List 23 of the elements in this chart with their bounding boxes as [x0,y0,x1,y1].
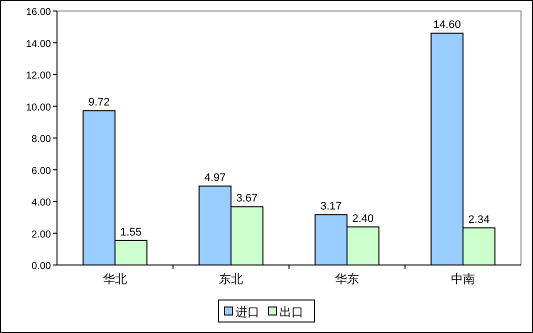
y-tick-label: 8.00 [32,134,52,145]
y-tick-label: 16.00 [26,7,52,18]
y-tick-label: 4.00 [32,198,52,208]
y-tick-label: 12.00 [26,70,52,82]
y-tick-label: 0.00 [32,261,52,272]
data-label: 9.72 [88,96,110,109]
data-label: 1.55 [120,226,142,238]
x-tick-label: 中南 [451,272,475,286]
legend-label: 进口 [236,305,260,319]
legend-label: 出口 [280,305,304,319]
data-label: 4.97 [204,172,226,184]
x-tick-label: 华北 [103,272,127,286]
x-tick-label: 华东 [335,272,359,286]
data-label: 14.60 [433,19,461,32]
y-tick-label: 10.00 [26,102,52,114]
x-tick-label: 东北 [219,272,243,286]
y-tick-label: 6.00 [32,166,52,177]
data-label: 3.67 [236,192,258,205]
data-label: 3.17 [320,200,342,213]
y-tick-label: 14.00 [26,38,52,50]
data-label: 2.40 [352,212,374,225]
data-label: 2.34 [468,214,490,226]
y-tick-label: 2.00 [32,229,52,240]
